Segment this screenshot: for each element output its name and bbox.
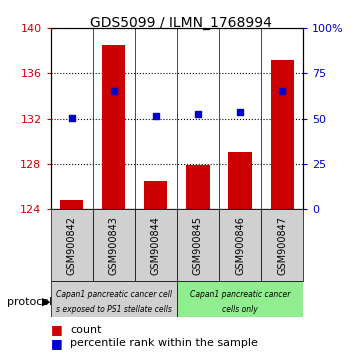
Point: [153, 113, 159, 119]
Point: [279, 88, 285, 93]
Bar: [51, 281, 177, 317]
Text: GSM900847: GSM900847: [277, 216, 287, 275]
Text: protocol: protocol: [7, 297, 52, 307]
Bar: [102, 45, 125, 209]
Text: Capan1 pancreatic cancer cell: Capan1 pancreatic cancer cell: [56, 290, 172, 299]
Bar: [60, 200, 83, 209]
Point: [237, 109, 243, 115]
Text: count: count: [70, 325, 102, 335]
Bar: [219, 209, 261, 281]
Text: s exposed to PS1 stellate cells: s exposed to PS1 stellate cells: [56, 304, 171, 314]
Text: GSM900845: GSM900845: [193, 216, 203, 275]
Text: cells only: cells only: [222, 304, 258, 314]
Bar: [135, 209, 177, 281]
Text: Capan1 pancreatic cancer: Capan1 pancreatic cancer: [190, 290, 290, 299]
Point: [111, 88, 117, 93]
Bar: [51, 209, 93, 281]
Bar: [177, 281, 303, 317]
Bar: [177, 209, 219, 281]
Bar: [93, 209, 135, 281]
Bar: [186, 165, 209, 209]
Text: GSM900842: GSM900842: [66, 216, 77, 275]
Bar: [229, 153, 252, 209]
Bar: [144, 181, 168, 209]
Point: [69, 115, 74, 120]
Text: ▶: ▶: [42, 297, 50, 307]
Text: percentile rank within the sample: percentile rank within the sample: [70, 338, 258, 348]
Text: GSM900846: GSM900846: [235, 216, 245, 275]
Point: [195, 111, 201, 117]
Text: GDS5099 / ILMN_1768994: GDS5099 / ILMN_1768994: [90, 16, 271, 30]
Text: ■: ■: [51, 324, 62, 336]
Bar: [271, 60, 294, 209]
Text: GSM900844: GSM900844: [151, 216, 161, 275]
Text: GSM900843: GSM900843: [109, 216, 119, 275]
Bar: [261, 209, 303, 281]
Text: ■: ■: [51, 337, 62, 350]
